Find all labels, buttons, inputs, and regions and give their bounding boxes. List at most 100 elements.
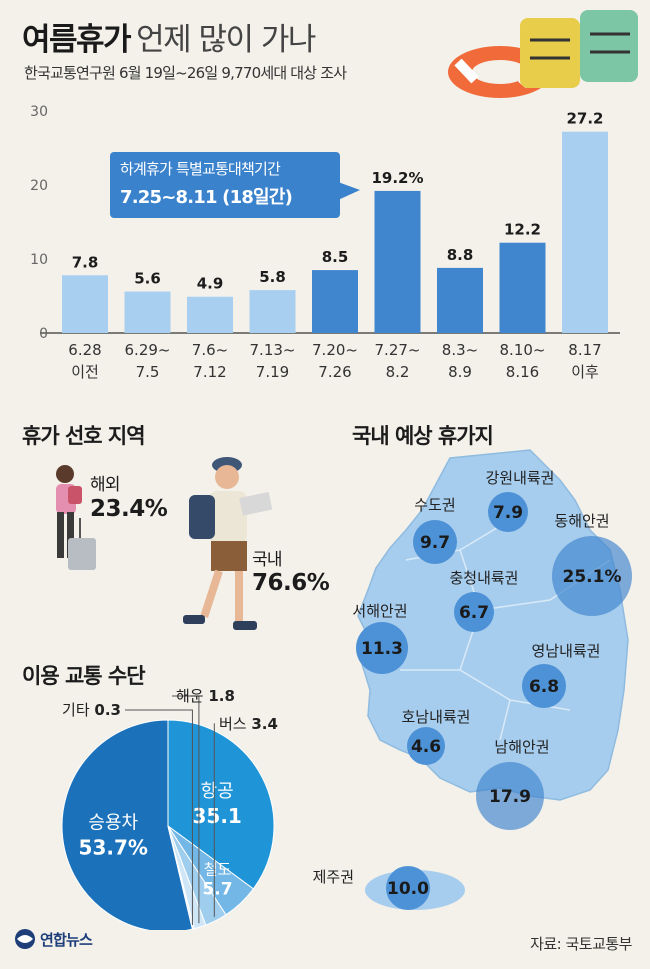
title-rest: 언제 많이 가나 bbox=[136, 22, 316, 58]
region-pref-title: 휴가 선호 지역 bbox=[22, 424, 146, 448]
region-value: 17.9 bbox=[489, 787, 531, 807]
overseas-label: 해외 bbox=[90, 475, 120, 495]
region-bubble bbox=[522, 664, 566, 708]
korea-destination-map: 9.7 수도권 7.9 강원내륙권 25.1% 동해안권 6.7 충청내륙권 11.3 서해안권 6… bbox=[313, 449, 632, 910]
x-tick-label: 7.20~ bbox=[312, 341, 358, 359]
x-tick-label: 8.10~ bbox=[500, 341, 546, 359]
y-tick-label: 0 bbox=[39, 326, 48, 342]
bar-value-label: 12.2 bbox=[504, 221, 541, 239]
leader-line bbox=[172, 695, 200, 924]
region-bubble bbox=[356, 622, 408, 674]
region-value: 25.1% bbox=[563, 567, 622, 587]
x-tick-label: 이후 bbox=[571, 363, 599, 381]
leader-line bbox=[125, 709, 193, 926]
page-title: 여름휴가 언제 많이 가나 bbox=[22, 14, 316, 59]
pie-slice-label: 철도 bbox=[204, 860, 232, 878]
x-tick-label: 8.16 bbox=[506, 363, 539, 381]
x-tick-label: 7.6~ bbox=[192, 341, 228, 359]
x-tick-label: 8.9 bbox=[448, 363, 472, 381]
bar bbox=[562, 131, 608, 333]
x-tick-label: 8.3~ bbox=[442, 341, 478, 359]
y-tick-label: 10 bbox=[30, 252, 48, 268]
region-value: 4.6 bbox=[411, 737, 441, 757]
bar bbox=[374, 190, 421, 333]
overseas-value: 23.4% bbox=[90, 496, 168, 522]
region-bubble bbox=[386, 866, 430, 910]
domestic-label: 국내 bbox=[252, 550, 282, 570]
bar bbox=[312, 270, 358, 333]
bar bbox=[187, 296, 233, 333]
bar-value-label: 8.5 bbox=[322, 248, 349, 266]
region-name: 호남내륙권 bbox=[401, 708, 470, 726]
region-name: 서해안권 bbox=[352, 602, 407, 620]
x-tick-label: 7.12 bbox=[193, 363, 226, 381]
pie-slice-value: 53.7% bbox=[79, 835, 148, 859]
region-bubble bbox=[454, 592, 494, 632]
bar-value-label: 5.6 bbox=[134, 270, 161, 288]
pie-slice bbox=[167, 825, 195, 930]
pie-ext-label: 해운 1.8 bbox=[176, 687, 235, 705]
x-tick-label: 7.13~ bbox=[250, 341, 296, 359]
domestic-value: 76.6% bbox=[252, 570, 330, 596]
x-tick-label: 6.29~ bbox=[125, 341, 171, 359]
bar-value-label: 19.2% bbox=[371, 169, 423, 187]
region-value: 11.3 bbox=[361, 639, 403, 659]
domestic-traveler-icon bbox=[183, 457, 273, 630]
region-value: 6.7 bbox=[459, 603, 489, 623]
x-tick-label: 7.27~ bbox=[375, 341, 421, 359]
x-tick-label: 7.19 bbox=[256, 363, 289, 381]
title-bold: 여름휴가 bbox=[22, 22, 132, 58]
overseas-traveler-icon bbox=[56, 465, 96, 570]
region-name: 제주권 bbox=[313, 868, 354, 886]
bar-value-label: 4.9 bbox=[197, 275, 224, 293]
region-name: 강원내륙권 bbox=[485, 469, 554, 487]
pie-slice-value: 5.7 bbox=[202, 879, 232, 899]
pie-ext-label: 기타 0.3 bbox=[62, 701, 121, 719]
y-tick-label: 20 bbox=[30, 178, 48, 194]
region-bubble bbox=[488, 492, 528, 532]
callout-pointer bbox=[338, 182, 360, 200]
pie-slice-label: 승용차 bbox=[88, 812, 138, 833]
region-name: 충청내륙권 bbox=[449, 569, 518, 587]
pie-slice bbox=[167, 719, 275, 890]
region-name: 수도권 bbox=[414, 496, 455, 514]
domestic-dest-title: 국내 예상 휴가지 bbox=[352, 424, 494, 448]
life-ring-vest-illustration bbox=[448, 10, 638, 98]
bar bbox=[249, 290, 296, 333]
leader-line bbox=[213, 723, 215, 917]
region-value: 6.8 bbox=[529, 677, 559, 697]
logo-text: 연합뉴스 bbox=[40, 930, 93, 949]
region-value: 9.7 bbox=[420, 533, 450, 553]
callout-line2: 7.25~8.11 (18일간) bbox=[120, 187, 293, 208]
transport-title: 이용 교통 수단 bbox=[22, 664, 146, 688]
region-value: 10.0 bbox=[387, 879, 429, 899]
bar-value-label: 27.2 bbox=[566, 110, 603, 128]
y-tick-label: 30 bbox=[30, 104, 48, 120]
bar-value-label: 7.8 bbox=[72, 253, 99, 271]
callout-line1: 하계휴가 특별교통대책기간 bbox=[120, 160, 281, 178]
pie-slice-value: 35.1 bbox=[193, 804, 242, 828]
bar bbox=[124, 291, 171, 333]
region-name: 영남내륙권 bbox=[531, 642, 600, 660]
x-tick-label: 8.2 bbox=[386, 363, 410, 381]
bar-value-label: 5.8 bbox=[259, 268, 286, 286]
bar bbox=[499, 242, 546, 333]
region-value: 7.9 bbox=[493, 503, 523, 523]
x-tick-label: 이전 bbox=[71, 363, 99, 381]
bar bbox=[62, 275, 108, 333]
x-tick-label: 8.17 bbox=[568, 341, 601, 359]
yonhap-logo: 연합뉴스 bbox=[14, 928, 93, 950]
region-bubble bbox=[407, 727, 445, 765]
region-name: 동해안권 bbox=[554, 512, 609, 530]
pie-ext-label: 버스 3.4 bbox=[219, 715, 278, 733]
x-tick-label: 6.28 bbox=[68, 341, 101, 359]
region-borders bbox=[400, 519, 611, 741]
bar bbox=[437, 267, 483, 333]
pie-slice-label: 항공 bbox=[201, 781, 234, 802]
region-bubble bbox=[476, 762, 544, 830]
peak-period-callout: 하계휴가 특별교통대책기간 7.25~8.11 (18일간) bbox=[110, 152, 340, 218]
region-name: 남해안권 bbox=[494, 738, 549, 756]
page-subtitle: 한국교통연구원 6월 19일~26일 9,770세대 대상 조사 bbox=[24, 64, 347, 82]
source-credit: 자료: 국토교통부 bbox=[530, 935, 632, 953]
